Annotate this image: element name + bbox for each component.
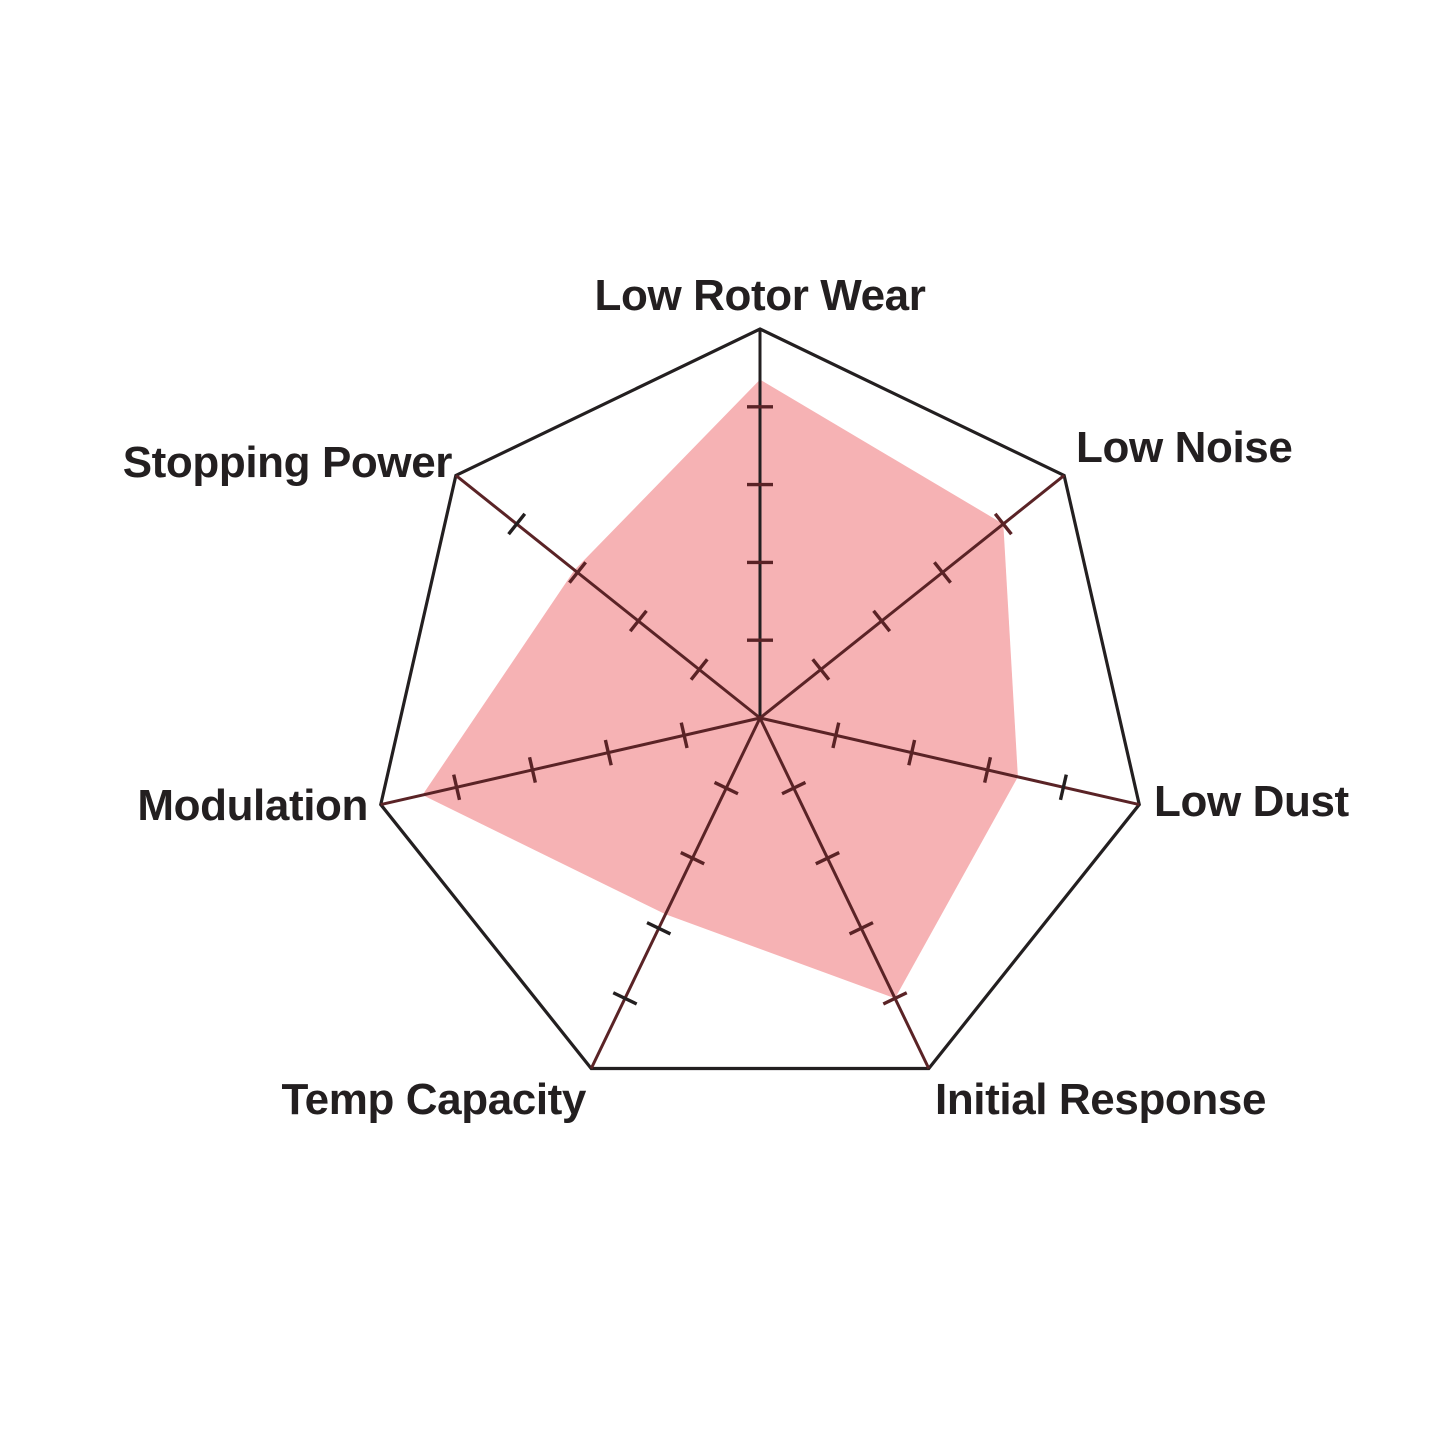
- axis-label-low-noise: Low Noise: [1076, 423, 1292, 472]
- radar-tick-2-2: [907, 739, 917, 766]
- radar-tick-4-1: [713, 780, 739, 796]
- radar-axis-ticks: [452, 405, 1068, 1006]
- radar-spoke-2: [759, 716, 1140, 807]
- radar-tick-3-4: [882, 991, 908, 1006]
- radar-tick-2-3: [983, 756, 993, 783]
- radar-tick-6-1: [689, 658, 709, 681]
- radar-tick-5-2: [603, 739, 613, 766]
- radar-tick-2-4: [1058, 774, 1068, 801]
- radar-tick-4-2: [680, 851, 705, 866]
- radar-tick-3-1: [781, 780, 807, 796]
- radar-tick-2-1: [831, 722, 841, 749]
- series-area-brake-pad-performance: [422, 379, 1018, 999]
- radar-spoke-4: [589, 717, 762, 1070]
- axis-label-temp-capacity: Temp Capacity: [281, 1075, 586, 1124]
- radar-spoke-1: [759, 474, 1066, 720]
- radar-tick-6-3: [568, 561, 587, 584]
- radar-spoke-3: [758, 717, 931, 1070]
- radar-tick-1-1: [811, 658, 831, 681]
- radar-tick-1-4: [993, 512, 1013, 536]
- radar-tick-4-4: [612, 991, 638, 1006]
- radar-tick-5-3: [527, 756, 537, 783]
- radar-tick-1-3: [933, 561, 952, 584]
- radar-tick-5-4: [452, 774, 462, 801]
- axis-label-low-dust: Low Dust: [1154, 777, 1350, 826]
- axis-label-initial-response: Initial Response: [935, 1075, 1266, 1124]
- radar-tick-1-2: [872, 609, 892, 633]
- axis-label-modulation: Modulation: [137, 781, 368, 830]
- radar-tick-4-3: [646, 921, 672, 936]
- radar-axis-labels: Low Rotor Wear Low Noise Low Dust Initia…: [123, 271, 1350, 1124]
- radar-spoke-6: [454, 474, 761, 720]
- radar-tick-5-1: [679, 722, 689, 749]
- radar-tick-6-4: [507, 512, 527, 536]
- radar-outer-grid-polygon: [379, 327, 1141, 1071]
- axis-label-stopping-power: Stopping Power: [123, 438, 453, 487]
- radar-tick-3-2: [815, 851, 840, 866]
- radar-spoke-5: [380, 716, 761, 807]
- radar-tick-6-2: [628, 609, 648, 633]
- radar-axis-spokes: [380, 329, 1140, 1070]
- radar-tick-3-3: [848, 921, 874, 936]
- axis-label-low-rotor-wear: Low Rotor Wear: [595, 271, 926, 320]
